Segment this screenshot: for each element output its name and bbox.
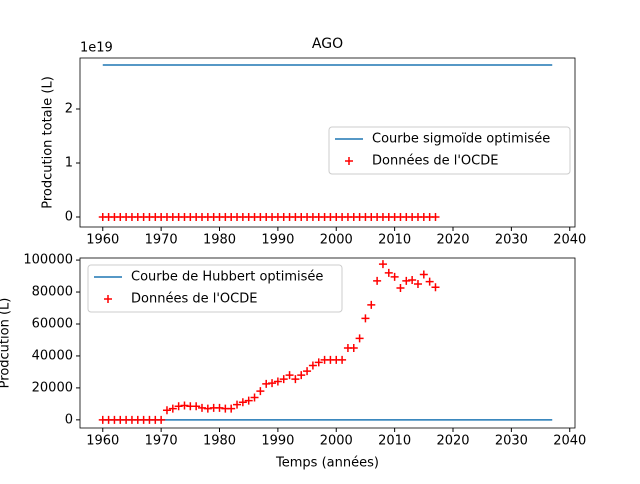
y-tick-label: 1: [65, 155, 73, 170]
data-point: [203, 404, 212, 413]
x-tick-label: 1960: [86, 434, 119, 449]
x-tick-label: 2020: [436, 233, 469, 248]
data-point: [162, 406, 171, 415]
data-point: [308, 361, 317, 370]
x-tick-label: 1970: [145, 233, 178, 248]
x-tick-label: 1990: [261, 233, 294, 248]
y-offset-label: 1e19: [80, 41, 113, 56]
data-point: [361, 314, 370, 323]
data-point: [268, 379, 277, 388]
data-point: [238, 398, 247, 407]
data-point: [262, 379, 271, 388]
x-tick-label: 1980: [203, 233, 236, 248]
data-point: [250, 393, 259, 402]
data-point: [192, 402, 201, 411]
x-tick-label: 1960: [86, 233, 119, 248]
data-point: [168, 404, 177, 413]
axes-frame: [79, 57, 576, 228]
y-tick-label: 0: [65, 412, 73, 427]
legend-label: Données de l'OCDE: [372, 154, 498, 169]
x-tick-label: 2000: [320, 233, 353, 248]
data-point: [390, 272, 399, 281]
data-point: [378, 260, 387, 269]
data-point: [244, 396, 253, 405]
data-point: [215, 403, 224, 412]
y-tick-label: 20000: [32, 380, 73, 395]
data-point: [314, 358, 323, 367]
data-point: [396, 284, 405, 293]
data-point: [338, 355, 347, 364]
y-axis-label: Prodcution totale (L): [41, 76, 56, 209]
legend-label: Courbe sigmoïde optimisée: [372, 132, 550, 147]
x-tick-label: 2010: [378, 233, 411, 248]
legend-swatch: [104, 295, 112, 303]
x-tick-label: 2020: [436, 434, 469, 449]
x-tick-label: 2040: [553, 233, 586, 248]
data-point: [227, 404, 236, 413]
y-tick-label: 100000: [23, 253, 73, 268]
data-point: [180, 401, 189, 410]
legend-box: [87, 264, 343, 313]
x-tick-label: 2000: [320, 434, 353, 449]
data-point: [349, 343, 358, 352]
data-point: [157, 415, 166, 424]
data-point: [367, 300, 376, 309]
data-point: [303, 367, 312, 376]
y-tick-label: 0: [65, 210, 73, 225]
chart-title: AGO: [312, 36, 343, 52]
x-tick-label: 1990: [261, 434, 294, 449]
x-tick-label: 2010: [378, 434, 411, 449]
data-point: [233, 400, 242, 409]
data-point: [402, 276, 411, 285]
y-tick-label: 60000: [32, 316, 73, 331]
legend-label: Données de l'OCDE: [131, 292, 257, 307]
y-tick-label: 2: [65, 101, 73, 116]
x-tick-label: 1980: [203, 434, 236, 449]
data-point: [273, 377, 282, 386]
data-point: [408, 276, 417, 285]
y-tick-label: 80000: [32, 285, 73, 300]
x-tick-label: 2040: [553, 434, 586, 449]
x-tick-label: 1970: [145, 434, 178, 449]
data-point: [285, 371, 294, 380]
data-point: [279, 375, 288, 384]
legend-box: [328, 126, 571, 175]
y-tick-label: 40000: [32, 348, 73, 363]
legend-swatch: [345, 157, 353, 165]
data-point: [291, 375, 300, 384]
data-point: [197, 403, 206, 412]
axes-frame: [79, 257, 576, 429]
data-point: [431, 213, 440, 222]
data-point: [425, 277, 434, 286]
data-point: [373, 276, 382, 285]
x-axis-label: Temps (années): [275, 456, 379, 471]
data-point: [355, 334, 364, 343]
data-point: [256, 387, 265, 396]
data-point: [419, 270, 428, 279]
x-tick-label: 2030: [495, 434, 528, 449]
data-point: [384, 268, 393, 277]
y-axis-label: Prodcution (L): [0, 298, 13, 389]
data-point: [297, 371, 306, 380]
legend-label: Courbe de Hubbert optimisée: [131, 270, 323, 285]
data-point: [431, 283, 440, 292]
data-point: [413, 280, 422, 289]
data-point: [174, 402, 183, 411]
x-tick-label: 2030: [495, 233, 528, 248]
